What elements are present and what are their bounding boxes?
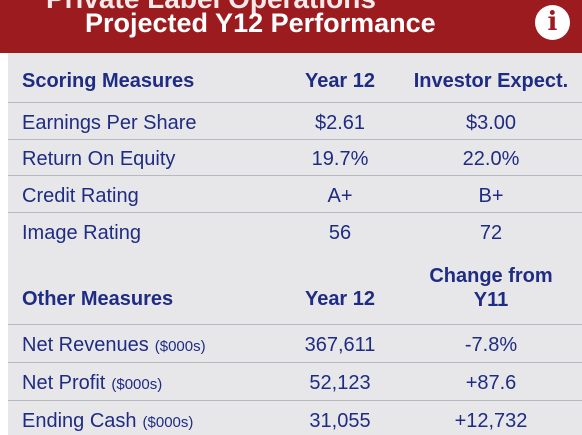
table-row: Image Rating 56 72 (8, 213, 582, 251)
scoring-header-row: Scoring Measures Year 12 Investor Expect… (8, 65, 582, 101)
row-change: +12,732 (454, 410, 528, 432)
ghost-title: Private Label Operations (46, 0, 376, 15)
row-label-text: Net Revenues (22, 334, 149, 356)
performance-panel (8, 53, 582, 435)
row-year12: 52,123 (309, 372, 371, 394)
row-year12: A+ (327, 185, 353, 207)
row-expect: $3.00 (465, 112, 517, 134)
row-unit: ($000s) (154, 338, 206, 355)
table-row: Ending Cash ($000s) 31,055 +12,732 (8, 401, 582, 435)
other-header-row: Other Measures Year 12 Change from Y11 (8, 258, 582, 325)
row-label-text: Ending Cash (22, 410, 137, 432)
scoring-measures-header: Scoring Measures (22, 70, 195, 92)
row-unit: ($000s) (142, 414, 194, 431)
row-unit: ($000s) (111, 376, 163, 393)
row-year12: $2.61 (314, 112, 366, 134)
row-label: Image Rating (22, 222, 141, 244)
table-row: Return On Equity 19.7% 22.0% (8, 139, 582, 176)
investor-expect-header: Investor Expect. (413, 70, 569, 92)
row-label: Return On Equity (22, 148, 176, 170)
table-row: Credit Rating A+ B+ (8, 176, 582, 213)
year12-header: Year 12 (304, 70, 376, 92)
row-year12: 31,055 (309, 410, 371, 432)
row-label: Net Revenues ($000s) (22, 334, 206, 357)
row-change: -7.8% (464, 334, 518, 356)
row-label-text: Net Profit (22, 372, 106, 394)
year12-header: Year 12 (304, 288, 376, 310)
info-icon[interactable]: i (535, 5, 570, 40)
row-expect: B+ (478, 185, 504, 207)
change-header-line2: Y11 (473, 289, 509, 311)
row-year12: 19.7% (311, 148, 369, 170)
title-bar: Private Label Operations Projected Y12 P… (0, 0, 582, 53)
row-change: +87.6 (465, 372, 517, 394)
row-label: Credit Rating (22, 185, 139, 207)
table-row: Earnings Per Share $2.61 $3.00 (8, 102, 582, 140)
row-label: Net Profit ($000s) (22, 372, 162, 395)
other-measures-header: Other Measures (22, 288, 174, 310)
table-row: Net Profit ($000s) 52,123 +87.6 (8, 363, 582, 401)
change-header: Change from Y11 (400, 264, 582, 312)
row-label: Earnings Per Share (22, 112, 197, 134)
row-year12: 56 (328, 222, 352, 244)
row-expect: 22.0% (462, 148, 520, 170)
page-title: Projected Y12 Performance (85, 8, 436, 38)
row-expect: 72 (479, 222, 503, 244)
row-year12: 367,611 (304, 334, 376, 356)
change-header-line1: Change from (429, 265, 553, 287)
table-row: Net Revenues ($000s) 367,611 -7.8% (8, 325, 582, 363)
row-label: Ending Cash ($000s) (22, 410, 193, 433)
